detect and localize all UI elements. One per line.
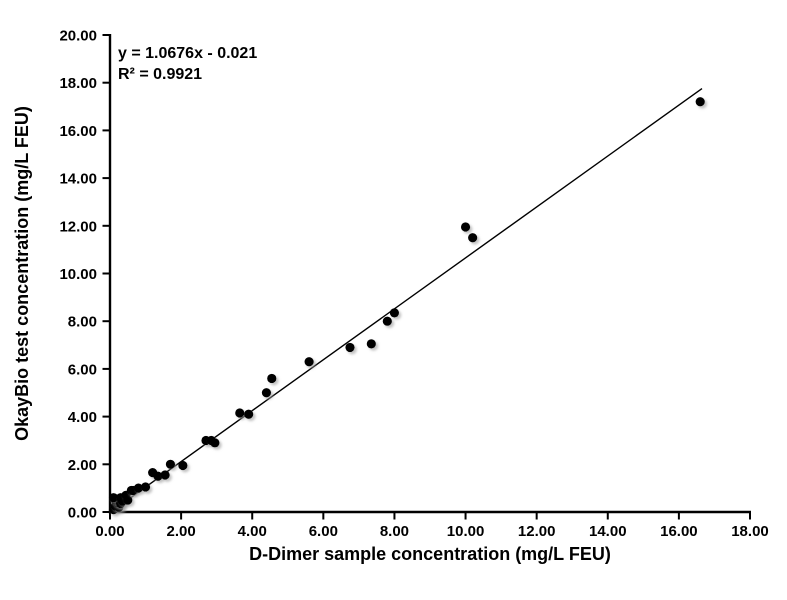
y-tick-label: 16.00 bbox=[59, 123, 97, 140]
x-tick-label: 4.00 bbox=[238, 523, 267, 540]
x-tick-label: 18.00 bbox=[731, 523, 769, 540]
y-tick-label: 14.00 bbox=[59, 171, 97, 188]
y-tick-label: 18.00 bbox=[59, 75, 97, 92]
y-tick-label: 10.00 bbox=[59, 266, 97, 283]
data-point bbox=[153, 471, 163, 481]
y-tick-label: 2.00 bbox=[68, 457, 97, 474]
data-point bbox=[108, 493, 119, 503]
y-axis-title: OkayBio test concentration (mg/L FEU) bbox=[12, 106, 32, 441]
y-tick-label: 6.00 bbox=[68, 361, 97, 378]
y-axis-ticks: 0.00 2.00 4.00 6.00 8.00 10.00 12.00 14.00 16.00… bbox=[59, 28, 110, 522]
r-squared-label: R² = 0.9921 bbox=[118, 66, 202, 83]
data-point bbox=[244, 409, 254, 419]
data-points bbox=[108, 97, 705, 515]
data-point bbox=[366, 339, 376, 349]
x-tick-label: 10.00 bbox=[447, 523, 485, 540]
y-tick-label: 20.00 bbox=[59, 28, 97, 45]
data-point bbox=[345, 342, 355, 353]
data-point bbox=[178, 460, 188, 471]
y-tick-label: 4.00 bbox=[68, 409, 97, 426]
data-point bbox=[460, 222, 471, 232]
data-point bbox=[261, 388, 272, 398]
x-axis-ticks: 0.00 2.00 4.00 6.00 8.00 10.00 12.00 14.00 16.00… bbox=[95, 512, 769, 540]
data-point bbox=[304, 357, 314, 367]
data-point bbox=[133, 483, 144, 493]
y-tick-label: 8.00 bbox=[68, 314, 97, 331]
y-tick-label: 12.00 bbox=[59, 218, 97, 235]
data-point bbox=[165, 459, 176, 469]
data-point bbox=[140, 482, 151, 492]
data-point bbox=[267, 373, 277, 384]
x-tick-label: 12.00 bbox=[518, 523, 556, 540]
data-point bbox=[389, 308, 400, 318]
x-tick-label: 0.00 bbox=[95, 523, 124, 540]
x-tick-label: 14.00 bbox=[589, 523, 627, 540]
data-point bbox=[210, 438, 220, 448]
data-point bbox=[160, 470, 170, 480]
trendline-equation-label: y = 1.0676x - 0.021 bbox=[118, 45, 257, 62]
x-tick-label: 6.00 bbox=[309, 523, 338, 540]
data-point bbox=[123, 495, 133, 505]
y-tick-label: 0.00 bbox=[68, 505, 97, 522]
data-point bbox=[382, 316, 392, 326]
data-point bbox=[468, 233, 478, 243]
x-axis-title: D-Dimer sample concentration (mg/L FEU) bbox=[249, 544, 611, 564]
x-tick-label: 8.00 bbox=[380, 523, 409, 540]
trendline bbox=[112, 87, 703, 512]
data-point bbox=[235, 408, 245, 418]
x-tick-label: 2.00 bbox=[167, 523, 196, 540]
x-tick-label: 16.00 bbox=[660, 523, 698, 540]
data-point bbox=[695, 97, 705, 107]
